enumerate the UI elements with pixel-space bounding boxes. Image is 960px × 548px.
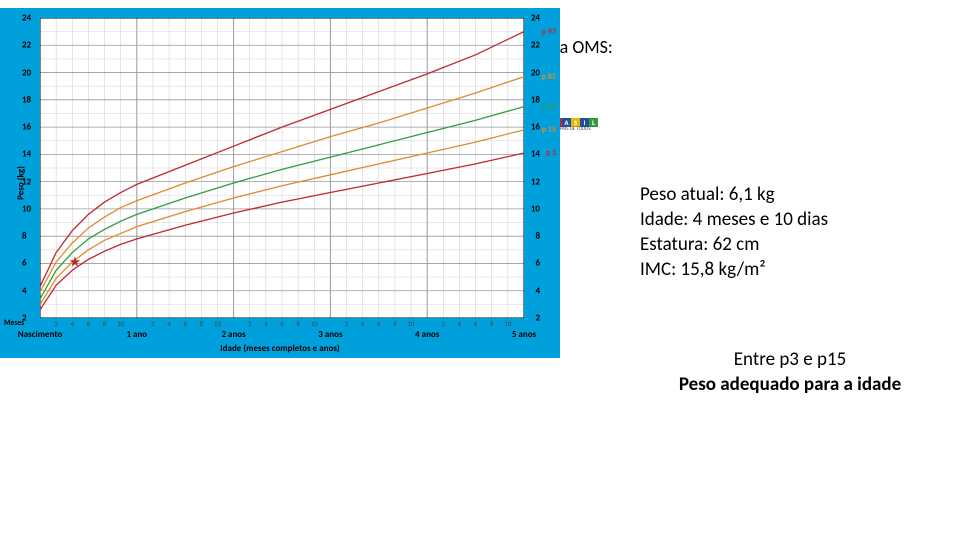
x-month-tick: 4: [70, 319, 74, 328]
y-tick-right: 18: [531, 94, 540, 105]
y-tick: 22: [22, 40, 31, 51]
info-peso: Peso atual: 6,1 kg: [640, 182, 940, 207]
x-year-label: 3 anos: [318, 329, 342, 340]
y-tick: 6: [22, 258, 27, 269]
x-month-tick: 4: [458, 319, 462, 328]
conclusion-range: Entre p3 e p15: [640, 348, 940, 373]
x-month-tick: 8: [296, 319, 300, 328]
patient-info: Peso atual: 6,1 kg Idade: 4 meses e 10 d…: [640, 182, 940, 282]
y-tick-right: 12: [531, 176, 540, 187]
x-year-label: 2 anos: [221, 329, 245, 340]
x-year-label: 1 ano: [126, 329, 147, 340]
y-tick: 10: [22, 203, 31, 214]
x-month-tick: 10: [214, 319, 221, 328]
x-month-tick: 2: [442, 319, 446, 328]
y-tick-right: 10: [531, 203, 540, 214]
growth-chart: Peso (kg) ★ Idade (meses completos e ano…: [0, 8, 560, 358]
info-imc: IMC: 15,8 kg/m²: [640, 257, 940, 282]
conclusion-status: Peso adequado para a idade: [640, 373, 940, 398]
chart-svg: [40, 18, 524, 318]
y-tick-right: 14: [531, 149, 540, 160]
chart-plot-area: ★: [40, 18, 524, 318]
x-month-tick: 2: [151, 319, 155, 328]
x-month-tick: 10: [504, 319, 511, 328]
info-estatura: Estatura: 62 cm: [640, 232, 940, 257]
x-month-tick: 4: [361, 319, 365, 328]
x-month-tick: 8: [490, 319, 494, 328]
y-tick: 4: [22, 285, 27, 296]
x-month-tick: 10: [311, 319, 318, 328]
conclusion-text: Entre p3 e p15 Peso adequado para a idad…: [640, 348, 940, 397]
x-year-label: 4 anos: [415, 329, 439, 340]
x-month-tick: 6: [183, 319, 187, 328]
percentile-label-p85: p 85: [542, 72, 556, 82]
x-month-tick: 6: [87, 319, 91, 328]
y-tick-right: 16: [531, 122, 540, 133]
x-month-tick: 4: [167, 319, 171, 328]
x-axis-label: Idade (meses completos e anos): [220, 343, 339, 354]
y-tick: 16: [22, 122, 31, 133]
y-tick-right: 22: [531, 40, 540, 51]
percentile-label-p3: p 3: [546, 148, 556, 158]
info-idade: Idade: 4 meses e 10 dias: [640, 207, 940, 232]
patient-data-star-icon: ★: [69, 254, 82, 271]
y-tick-right: 2: [535, 313, 540, 324]
percentile-label-p15: p 15: [542, 125, 556, 135]
x-month-tick: 6: [474, 319, 478, 328]
x-month-tick: 2: [345, 319, 349, 328]
x-year-label: Nascimento: [18, 329, 62, 340]
y-tick-right: 20: [531, 67, 540, 78]
y-tick-right: 4: [535, 285, 540, 296]
x-month-tick: 10: [408, 319, 415, 328]
y-tick: 18: [22, 94, 31, 105]
x-month-tick: 2: [54, 319, 58, 328]
x-month-tick: 6: [377, 319, 381, 328]
x-month-tick: 8: [393, 319, 397, 328]
percentile-label-p50: p 50: [542, 102, 556, 112]
x-months-header: Meses: [4, 319, 24, 328]
y-tick: 20: [22, 67, 31, 78]
y-tick: 14: [22, 149, 31, 160]
percentile-label-p97: p 97: [542, 27, 556, 37]
y-tick: 8: [22, 231, 27, 242]
x-month-tick: 6: [280, 319, 284, 328]
x-month-tick: 8: [200, 319, 204, 328]
x-month-tick: 10: [117, 319, 124, 328]
y-tick-right: 6: [535, 258, 540, 269]
y-tick-right: 8: [535, 231, 540, 242]
x-year-label: 5 anos: [512, 329, 536, 340]
y-tick: 12: [22, 176, 31, 187]
y-tick: 24: [22, 13, 31, 24]
x-month-tick: 2: [248, 319, 252, 328]
y-tick-right: 24: [531, 13, 540, 24]
x-month-tick: 4: [264, 319, 268, 328]
x-month-tick: 8: [103, 319, 107, 328]
